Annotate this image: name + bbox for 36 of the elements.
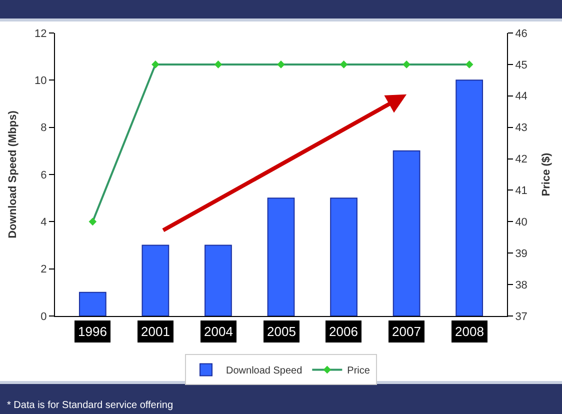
y2-tick-label: 40: [515, 216, 528, 229]
y-tick-label: 12: [34, 28, 47, 40]
y2-tick-label: 43: [515, 122, 528, 134]
y-tick-label: 0: [40, 310, 47, 323]
y-tick-label: 6: [40, 169, 47, 182]
y-tick-label: 2: [40, 264, 47, 276]
legend-label: Price: [347, 366, 370, 377]
text: * Data is for Standard service offering: [7, 400, 174, 411]
y-tick-label: 10: [34, 75, 47, 88]
x-tick-label: 2004: [204, 324, 233, 339]
bar: [330, 198, 358, 316]
y2-tick-label: 42: [515, 154, 528, 166]
y-tick-label: 8: [40, 122, 47, 134]
bar: [142, 244, 170, 316]
y2-tick-label: 37: [515, 310, 528, 323]
y2-axis-title: Price ($): [540, 152, 553, 196]
x-tick-label: 2008: [455, 324, 484, 339]
bar: [204, 244, 232, 316]
x-tick-label: 2005: [267, 324, 296, 339]
y2-tick-label: 38: [515, 279, 528, 292]
x-tick-label: 1996: [78, 324, 107, 339]
bar: [78, 292, 106, 316]
y2-tick-label: 41: [515, 185, 528, 198]
y2-tick-label: 46: [515, 28, 528, 40]
bar: [392, 150, 420, 316]
x-tick-label: 2007: [392, 324, 421, 339]
y2-tick-label: 45: [515, 59, 528, 72]
y-axis-title: Download Speed (Mbps): [7, 110, 20, 238]
x-tick-label: 2001: [141, 324, 170, 339]
y2-tick-label: 39: [515, 248, 528, 260]
x-tick-label: 2006: [329, 324, 358, 339]
bar: [456, 80, 484, 316]
bar: [267, 198, 295, 316]
legend-label: Download Speed: [226, 366, 302, 377]
y-tick-label: 4: [40, 216, 47, 229]
y2-tick-label: 44: [515, 90, 528, 103]
